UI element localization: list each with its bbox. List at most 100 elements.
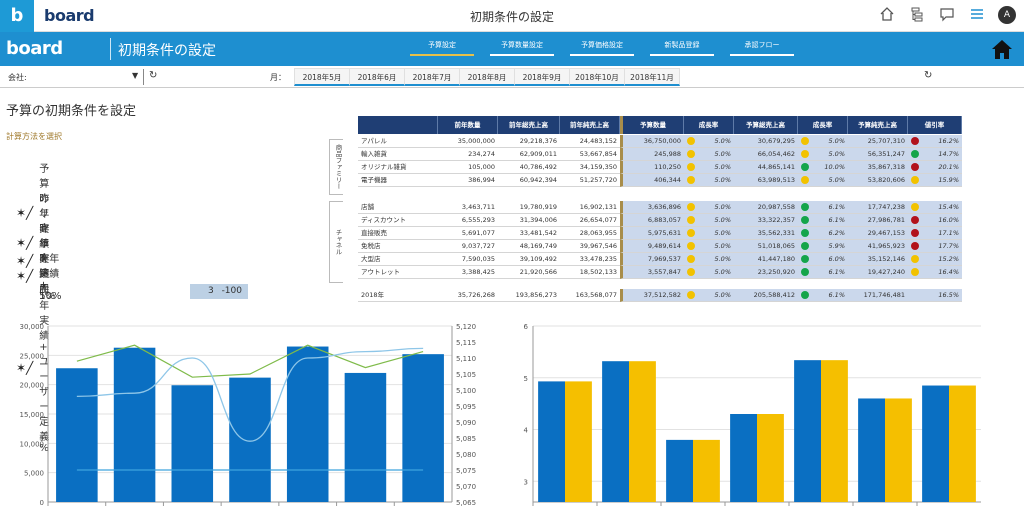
- growth-rate-cell[interactable]: 5.0%: [684, 174, 734, 187]
- growth-rate-cell[interactable]: 5.0%: [798, 148, 848, 161]
- value-cell[interactable]: 56,351,247: [848, 148, 908, 161]
- growth-rate-cell[interactable]: 5.0%: [684, 135, 734, 148]
- value-cell[interactable]: 36,750,000: [620, 135, 684, 148]
- discount-rate-cell[interactable]: 15.2%: [908, 253, 962, 266]
- refresh-icon[interactable]: ↻: [149, 70, 158, 81]
- growth-rate-cell[interactable]: 5.0%: [684, 148, 734, 161]
- discount-rate-cell[interactable]: 15.9%: [908, 174, 962, 187]
- value-cell[interactable]: 25,707,310: [848, 135, 908, 148]
- growth-rate-cell[interactable]: 6.2%: [798, 227, 848, 240]
- value-cell[interactable]: 171,746,481: [848, 289, 908, 302]
- value-cell[interactable]: 23,250,920: [734, 266, 798, 279]
- value-cell[interactable]: 35,867,318: [848, 161, 908, 174]
- discount-rate-cell[interactable]: 16.5%: [908, 289, 962, 302]
- value-cell[interactable]: 44,865,141: [734, 161, 798, 174]
- growth-rate-cell[interactable]: 5.0%: [684, 266, 734, 279]
- discount-rate-cell[interactable]: 20.1%: [908, 161, 962, 174]
- growth-rate-cell[interactable]: 5.9%: [798, 240, 848, 253]
- tab-budget-price[interactable]: 予算価格設定: [570, 40, 634, 56]
- menu-icon[interactable]: [968, 6, 986, 24]
- discount-rate-cell[interactable]: 17.1%: [908, 227, 962, 240]
- month-refresh-icon[interactable]: ↻: [924, 70, 933, 81]
- value-cell[interactable]: 35,152,146: [848, 253, 908, 266]
- growth-rate-cell[interactable]: 5.0%: [684, 227, 734, 240]
- home-button-icon[interactable]: [990, 38, 1014, 60]
- value-cell[interactable]: 35,562,331: [734, 227, 798, 240]
- value-cell[interactable]: 17,747,238: [848, 201, 908, 214]
- growth-rate-cell[interactable]: 6.1%: [798, 201, 848, 214]
- growth-rate-cell[interactable]: 5.0%: [684, 253, 734, 266]
- value-cell[interactable]: 41,447,180: [734, 253, 798, 266]
- growth-rate-cell[interactable]: 6.0%: [798, 253, 848, 266]
- value-cell[interactable]: 9,489,614: [620, 240, 684, 253]
- table-row[interactable]: 大型店 7,590,035 39,109,492 33,478,235 7,969,53…: [358, 253, 962, 266]
- discount-rate-cell[interactable]: 16.2%: [908, 135, 962, 148]
- value-cell[interactable]: 110,250: [620, 161, 684, 174]
- growth-rate-cell[interactable]: 5.0%: [684, 161, 734, 174]
- growth-rate-cell[interactable]: 6.1%: [798, 266, 848, 279]
- value-cell[interactable]: 3,557,847: [620, 266, 684, 279]
- growth-rate-cell[interactable]: 5.0%: [684, 240, 734, 253]
- user-pct-input[interactable]: 3 -100: [190, 284, 248, 299]
- value-cell[interactable]: 3,636,896: [620, 201, 684, 214]
- option-last-year-10pct[interactable]: ✶╱ 昨年実績 + 10%: [16, 254, 62, 302]
- tab-budget-quantity[interactable]: 予算数量設定: [490, 40, 554, 56]
- option-last-year[interactable]: ✶╱ 昨年実績を適用: [16, 194, 50, 295]
- option-last-year-5pct[interactable]: ✶╱ 昨年実績 + 5%: [16, 224, 56, 302]
- discount-rate-cell[interactable]: 15.4%: [908, 201, 962, 214]
- value-cell[interactable]: 20,987,558: [734, 201, 798, 214]
- value-cell[interactable]: 406,344: [620, 174, 684, 187]
- discount-rate-cell[interactable]: 16.0%: [908, 214, 962, 227]
- value-cell[interactable]: 245,988: [620, 148, 684, 161]
- company-dropdown-icon[interactable]: ▼: [132, 71, 139, 80]
- month-2018-07[interactable]: 2018年7月: [404, 68, 460, 86]
- column-header[interactable]: 予算純売上高: [848, 116, 908, 134]
- value-cell[interactable]: 6,883,057: [620, 214, 684, 227]
- table-row[interactable]: 直接販売 5,691,077 33,481,542 28,063,955 5,975,6…: [358, 227, 962, 240]
- month-2018-05[interactable]: 2018年5月: [294, 68, 350, 86]
- board-app-icon[interactable]: b: [0, 0, 34, 32]
- month-2018-06[interactable]: 2018年6月: [349, 68, 405, 86]
- value-cell[interactable]: 27,986,781: [848, 214, 908, 227]
- chat-icon[interactable]: [938, 6, 956, 24]
- value-cell[interactable]: 19,427,240: [848, 266, 908, 279]
- growth-rate-cell[interactable]: 6.1%: [798, 214, 848, 227]
- tab-budget-setup[interactable]: 予算設定: [410, 40, 474, 56]
- column-header[interactable]: 予算総売上高: [734, 116, 798, 134]
- value-cell[interactable]: 66,054,462: [734, 148, 798, 161]
- month-2018-09[interactable]: 2018年9月: [514, 68, 570, 86]
- table-row[interactable]: ディスカウント 6,555,293 31,394,006 26,654,077 6,88…: [358, 214, 962, 227]
- growth-rate-cell[interactable]: 5.0%: [798, 135, 848, 148]
- growth-rate-cell[interactable]: 5.0%: [798, 174, 848, 187]
- value-cell[interactable]: 33,322,357: [734, 214, 798, 227]
- value-cell[interactable]: 29,467,153: [848, 227, 908, 240]
- hierarchy-icon[interactable]: [908, 6, 926, 24]
- growth-rate-cell[interactable]: 5.0%: [684, 214, 734, 227]
- table-row[interactable]: 電子機器 386,994 60,942,394 51,257,720 406,344 5.…: [358, 174, 962, 187]
- value-cell[interactable]: 5,975,631: [620, 227, 684, 240]
- discount-rate-cell[interactable]: 16.4%: [908, 266, 962, 279]
- column-header[interactable]: 前年純売上高: [560, 116, 620, 134]
- table-row[interactable]: アウトレット 3,388,425 21,920,566 18,502,133 3,557…: [358, 266, 962, 279]
- tab-new-product[interactable]: 新製品登録: [650, 40, 714, 56]
- tab-approval-flow[interactable]: 承認フロー: [730, 40, 794, 56]
- avatar[interactable]: A: [998, 6, 1016, 24]
- option-user-defined-pct[interactable]: ✶╱ 昨年実績 + ユーザー定義 %: [16, 286, 50, 454]
- column-header[interactable]: 前年数量: [438, 116, 498, 134]
- value-cell[interactable]: 37,512,582: [620, 289, 684, 302]
- growth-rate-cell[interactable]: 6.1%: [798, 289, 848, 302]
- column-header[interactable]: 値引率: [908, 116, 962, 134]
- growth-rate-cell[interactable]: 5.0%: [684, 289, 734, 302]
- option-reset[interactable]: ✶╱ 予算のリセット: [16, 164, 50, 265]
- column-header[interactable]: 前年総売上高: [498, 116, 560, 134]
- month-2018-08[interactable]: 2018年8月: [459, 68, 515, 86]
- value-cell[interactable]: 7,969,537: [620, 253, 684, 266]
- value-cell[interactable]: 30,679,295: [734, 135, 798, 148]
- column-header[interactable]: 成長率: [684, 116, 734, 134]
- home-icon[interactable]: [878, 6, 896, 24]
- table-row[interactable]: 2018年 35,726,268 193,856,273 163,568,077 37,…: [358, 289, 962, 302]
- growth-rate-cell[interactable]: 10.0%: [798, 161, 848, 174]
- table-row[interactable]: オリジナル雑貨 105,000 40,786,492 34,159,350 110,25…: [358, 161, 962, 174]
- table-row[interactable]: 輸入雑貨 234,274 62,909,011 53,667,854 245,988 5.…: [358, 148, 962, 161]
- month-2018-10[interactable]: 2018年10月: [569, 68, 625, 86]
